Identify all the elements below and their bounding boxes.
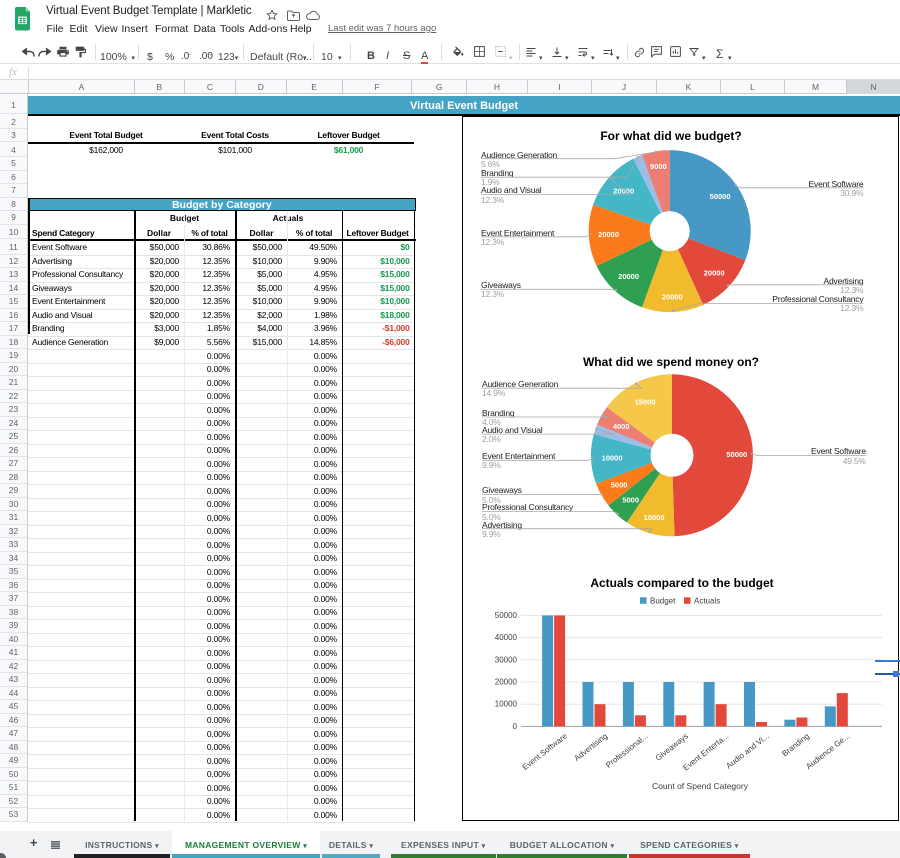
svg-text:20000: 20000 [495, 678, 518, 687]
svg-text:Count of Spend Category: Count of Spend Category [652, 781, 749, 791]
svg-text:20000: 20000 [613, 186, 634, 195]
svg-text:40000: 40000 [495, 633, 518, 642]
svg-text:10000: 10000 [495, 700, 518, 709]
svg-text:20000: 20000 [704, 268, 725, 277]
svg-text:20000: 20000 [662, 292, 683, 301]
svg-text:4000: 4000 [613, 422, 630, 431]
svg-text:Branding: Branding [780, 731, 811, 758]
svg-text:50000: 50000 [495, 611, 518, 620]
svg-text:Event Software: Event Software [521, 731, 570, 772]
svg-text:5000: 5000 [622, 495, 639, 504]
svg-text:Audio and Vi...: Audio and Vi... [724, 731, 770, 770]
svg-text:Budget: Budget [650, 597, 676, 606]
svg-text:15000: 15000 [635, 397, 656, 406]
svg-text:Giveaways: Giveaways [654, 731, 690, 762]
svg-text:50000: 50000 [710, 192, 731, 201]
svg-text:9000: 9000 [650, 162, 667, 171]
svg-text:Audience Ge...: Audience Ge... [804, 731, 851, 771]
svg-text:5000: 5000 [611, 480, 628, 489]
svg-text:0: 0 [513, 722, 518, 731]
svg-text:10000: 10000 [644, 513, 665, 522]
svg-text:Professional...: Professional... [604, 731, 649, 769]
svg-text:Advertising: Advertising [573, 731, 610, 762]
svg-text:10000: 10000 [602, 453, 623, 462]
svg-text:30000: 30000 [495, 655, 518, 664]
svg-text:50000: 50000 [726, 449, 747, 458]
svg-text:Actuals: Actuals [694, 597, 720, 606]
svg-text:20000: 20000 [618, 272, 639, 281]
svg-text:20000: 20000 [598, 230, 619, 239]
